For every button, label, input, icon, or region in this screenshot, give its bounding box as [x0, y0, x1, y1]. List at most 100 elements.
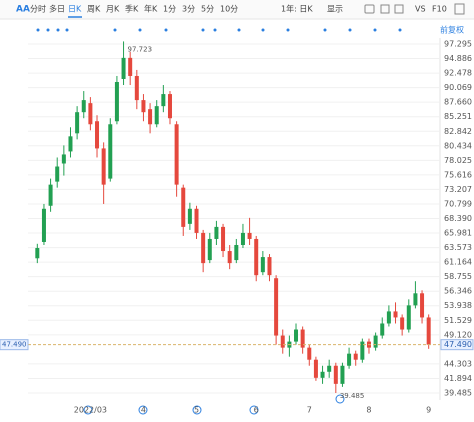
candle-body: [386, 311, 391, 324]
candle-body: [347, 353, 352, 366]
logo[interactable]: AA: [16, 5, 30, 15]
y-tick-label: 68.390: [444, 214, 472, 223]
toolbar-tab[interactable]: 分时: [30, 4, 46, 14]
toolbar-tab[interactable]: 日K: [68, 5, 82, 14]
x-tick-label: 4: [141, 406, 146, 415]
toolbar-tab[interactable]: 月K: [106, 5, 120, 14]
low-annotation: 39.485: [340, 392, 365, 400]
candle-body: [274, 278, 279, 336]
candle-body: [181, 187, 186, 227]
display-menu[interactable]: 显示: [327, 5, 343, 14]
x-tick-label: 7: [307, 406, 312, 415]
range-select[interactable]: 1年: 日K: [281, 4, 313, 14]
icon-edit[interactable]: [380, 4, 390, 14]
candle-body: [333, 365, 338, 384]
adjust-mode[interactable]: 前复权: [440, 25, 464, 35]
y-tick-label: 82.842: [444, 127, 472, 136]
toolbar-tab[interactable]: 周K: [87, 5, 101, 14]
event-dots: [36, 28, 402, 32]
candle-body: [300, 329, 305, 348]
y-tick-label: 49.120: [444, 330, 472, 339]
candle-body: [280, 335, 285, 348]
candle-body: [254, 238, 259, 276]
candle-body: [413, 293, 418, 306]
y-tick-label: 80.434: [444, 141, 472, 150]
candle-body: [207, 238, 212, 261]
toolbar-tab[interactable]: 5分: [201, 5, 214, 14]
toolbar-tab[interactable]: 年K: [144, 4, 158, 14]
y-tick-label: 44.303: [444, 359, 472, 368]
candle-body: [320, 371, 325, 378]
y-tick-label: 90.069: [444, 83, 472, 92]
candle-body: [35, 248, 40, 259]
candle-body: [294, 329, 299, 342]
x-tick-label: 8: [366, 406, 371, 415]
toolbar-tab[interactable]: 10分: [220, 5, 238, 14]
candle-body: [81, 100, 86, 113]
y-tick-label: 53.938: [444, 301, 472, 310]
candle-body: [406, 305, 411, 330]
candle-body: [154, 106, 159, 125]
y-tick-label: 61.164: [444, 258, 472, 267]
x-tick-label: 6: [254, 406, 259, 415]
candle-body: [234, 245, 239, 261]
candle-body: [68, 136, 73, 152]
icon-camera[interactable]: [364, 4, 375, 14]
candle-body: [307, 347, 312, 360]
candle-body: [95, 121, 100, 149]
candle-body: [400, 317, 405, 330]
y-tick-label: 51.529: [444, 316, 472, 325]
x-tick-label: 5: [194, 406, 199, 415]
candle-body: [41, 208, 46, 242]
vs-button[interactable]: VS: [415, 5, 426, 14]
candle-body: [373, 335, 378, 348]
candle-body: [55, 166, 60, 182]
candle-body: [75, 112, 80, 134]
y-tick-label: 73.207: [444, 185, 472, 194]
candle-body: [108, 124, 113, 179]
candle-body: [201, 232, 206, 264]
candle-body: [380, 323, 385, 336]
candle-body: [420, 293, 425, 318]
candle-body: [167, 94, 172, 119]
toolbar-bg: [0, 0, 474, 19]
toolbar-tab[interactable]: 1分: [163, 5, 176, 14]
candle-body: [260, 257, 265, 273]
y-tick-label: 41.894: [444, 374, 472, 383]
candle-body: [267, 257, 272, 276]
last-price-label: 47.490: [444, 340, 472, 349]
candle-body: [187, 208, 192, 224]
candle-body: [194, 208, 199, 233]
candle-body: [353, 353, 358, 360]
high-annotation: 97.723: [128, 45, 153, 53]
toolbar-items: 分时 多日 日K 周K 月K 季K 年K 1分 3分 5分 10分: [30, 4, 238, 18]
candle-body: [88, 103, 93, 125]
candle-body: [393, 311, 398, 318]
f10-button[interactable]: F10: [432, 5, 447, 14]
candle-body: [161, 94, 166, 107]
x-tick-label: 2022/03: [74, 406, 107, 415]
last-price-label: 47.490: [2, 341, 27, 349]
icon-window[interactable]: [454, 3, 465, 15]
toolbar-tab[interactable]: 季K: [125, 4, 139, 14]
y-tick-label: 56.346: [444, 287, 472, 296]
candle-body: [128, 57, 133, 76]
candle-body: [148, 109, 153, 125]
y-tick-label: 75.616: [444, 170, 472, 179]
candle-body: [48, 184, 53, 206]
x-tick-label: 9: [426, 406, 431, 415]
last-price-box: [0, 339, 29, 351]
toolbar-tab[interactable]: 多日: [49, 4, 65, 14]
y-tick-label: 94.886: [444, 54, 472, 63]
y-tick-label: 87.660: [444, 98, 472, 107]
y-tick-label: 97.295: [444, 40, 472, 49]
toolbar-tab[interactable]: 3分: [182, 5, 195, 14]
last-price-box: [440, 339, 474, 351]
candle-body: [426, 317, 431, 345]
icon-settings[interactable]: [394, 4, 404, 14]
y-tick-label: 85.251: [444, 112, 472, 121]
candle-body: [340, 365, 345, 384]
candle-body: [221, 226, 226, 252]
y-tick-label: 63.573: [444, 243, 472, 252]
